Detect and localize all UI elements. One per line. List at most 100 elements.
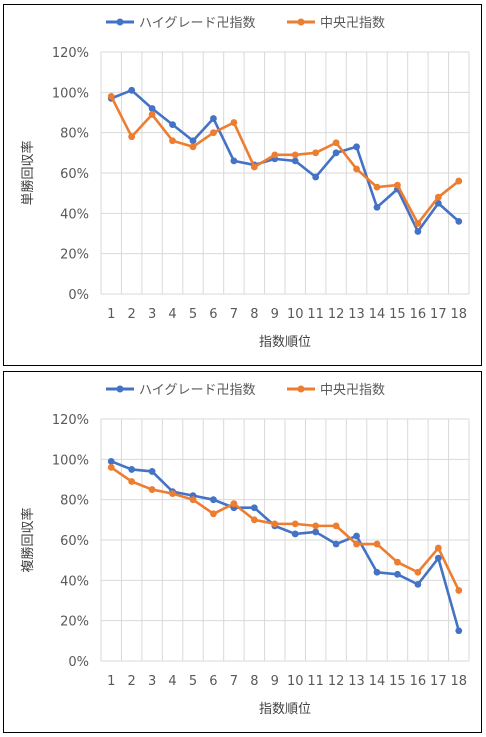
x-tick-label: 12 (328, 674, 345, 689)
y-tick-label: 40% (60, 207, 89, 222)
data-point (210, 115, 217, 122)
data-point (148, 111, 156, 118)
data-point (210, 510, 217, 518)
data-point (373, 203, 381, 211)
data-point (271, 520, 279, 528)
x-tick-label: 8 (250, 307, 258, 322)
x-tick-label: 6 (209, 674, 217, 689)
legend-marker-0 (116, 18, 124, 26)
data-point (210, 129, 217, 137)
x-tick-label: 10 (287, 307, 304, 322)
data-point (128, 133, 136, 141)
data-point (291, 157, 299, 165)
data-point (414, 580, 422, 588)
data-point (373, 540, 381, 548)
chart-panel-place-return: ハイグレード卍指数 中央卍指数 0% 20% 40% 60% 80% 100% 120% 1 2 3 4… (3, 371, 482, 733)
data-point (312, 149, 320, 157)
data-point (107, 464, 115, 471)
series-line-1 (110, 95, 460, 225)
x-tick-label: 6 (209, 307, 217, 322)
data-point (353, 165, 360, 173)
data-point (128, 86, 136, 94)
data-point (332, 139, 340, 147)
data-point (291, 520, 299, 528)
data-point (128, 478, 136, 485)
data-point (128, 466, 136, 473)
data-point (148, 486, 156, 493)
legend-marker-1 (297, 385, 305, 393)
data-point (455, 218, 463, 225)
data-point (332, 540, 340, 548)
data-point (189, 496, 197, 504)
legend: ハイグレード卍指数 中央卍指数 (106, 383, 385, 398)
data-point (291, 530, 299, 538)
y-tick-label: 80% (60, 494, 89, 509)
y-tick-label: 100% (52, 86, 89, 101)
data-point (271, 151, 279, 159)
data-point (230, 157, 238, 165)
data-point (394, 570, 401, 578)
x-tick-label: 9 (271, 674, 279, 689)
legend-marker-1 (297, 18, 305, 26)
x-tick-label: 5 (189, 674, 197, 689)
series-line-0 (110, 460, 461, 632)
data-point (107, 92, 115, 100)
data-point (230, 500, 238, 508)
y-tick-label: 20% (60, 615, 89, 630)
x-tick-label: 7 (230, 307, 238, 322)
legend: ハイグレード卍指数 中央卍指数 (106, 16, 385, 31)
data-point (414, 220, 422, 227)
legend-marker-0 (116, 385, 124, 393)
data-point (455, 177, 463, 185)
data-point (353, 540, 360, 548)
y-axis-label: 単勝回収率 (20, 140, 36, 205)
y-tick-label: 20% (60, 248, 89, 263)
series-line-0 (110, 89, 460, 233)
x-tick-label: 9 (271, 307, 279, 322)
x-tick-label: 3 (148, 674, 156, 689)
x-axis-label: 指数順位 (259, 335, 311, 350)
x-tick-label: 16 (410, 674, 427, 689)
data-point (250, 516, 258, 524)
data-point (250, 163, 258, 171)
data-point (312, 528, 320, 536)
data-point (189, 143, 197, 151)
data-point (394, 181, 401, 189)
data-point (291, 151, 299, 159)
y-tick-label: 0% (68, 655, 89, 670)
x-axis-label: 指数順位 (259, 702, 311, 717)
data-point (332, 149, 340, 157)
x-tick-label: 3 (148, 307, 156, 322)
x-tick-label: 18 (451, 674, 468, 689)
data-point (189, 137, 197, 145)
chart-panel-win-return: ハイグレード卍指数 中央卍指数 0% 20% 40% 60% 80% 100% 120% 1 2 3 4… (3, 4, 482, 366)
x-tick-label: 10 (287, 674, 304, 689)
data-point (148, 468, 156, 475)
data-point (455, 627, 463, 635)
data-point (434, 193, 442, 201)
y-tick-label: 40% (60, 574, 89, 589)
x-tick-label: 15 (389, 674, 406, 689)
x-tick-label: 2 (128, 307, 136, 322)
y-tick-label: 120% (52, 46, 89, 61)
x-tick-label: 4 (168, 307, 176, 322)
data-point (353, 532, 360, 540)
x-tick-label: 17 (430, 674, 447, 689)
data-point (455, 587, 463, 594)
legend-label-0: ハイグレード卍指数 (139, 383, 255, 398)
data-point (414, 228, 422, 235)
data-point (373, 568, 381, 576)
x-tick-label: 5 (189, 307, 197, 322)
data-point (148, 105, 156, 112)
x-tick-label: 14 (369, 307, 386, 322)
x-tick-label: 2 (128, 674, 136, 689)
data-point (169, 490, 176, 498)
x-tick-label: 14 (369, 674, 386, 689)
legend-label-1: 中央卍指数 (320, 16, 385, 31)
x-tick-label: 1 (107, 307, 115, 322)
x-tick-label: 17 (430, 307, 447, 322)
legend-label-1: 中央卍指数 (320, 383, 385, 398)
x-tick-label: 11 (307, 674, 324, 689)
